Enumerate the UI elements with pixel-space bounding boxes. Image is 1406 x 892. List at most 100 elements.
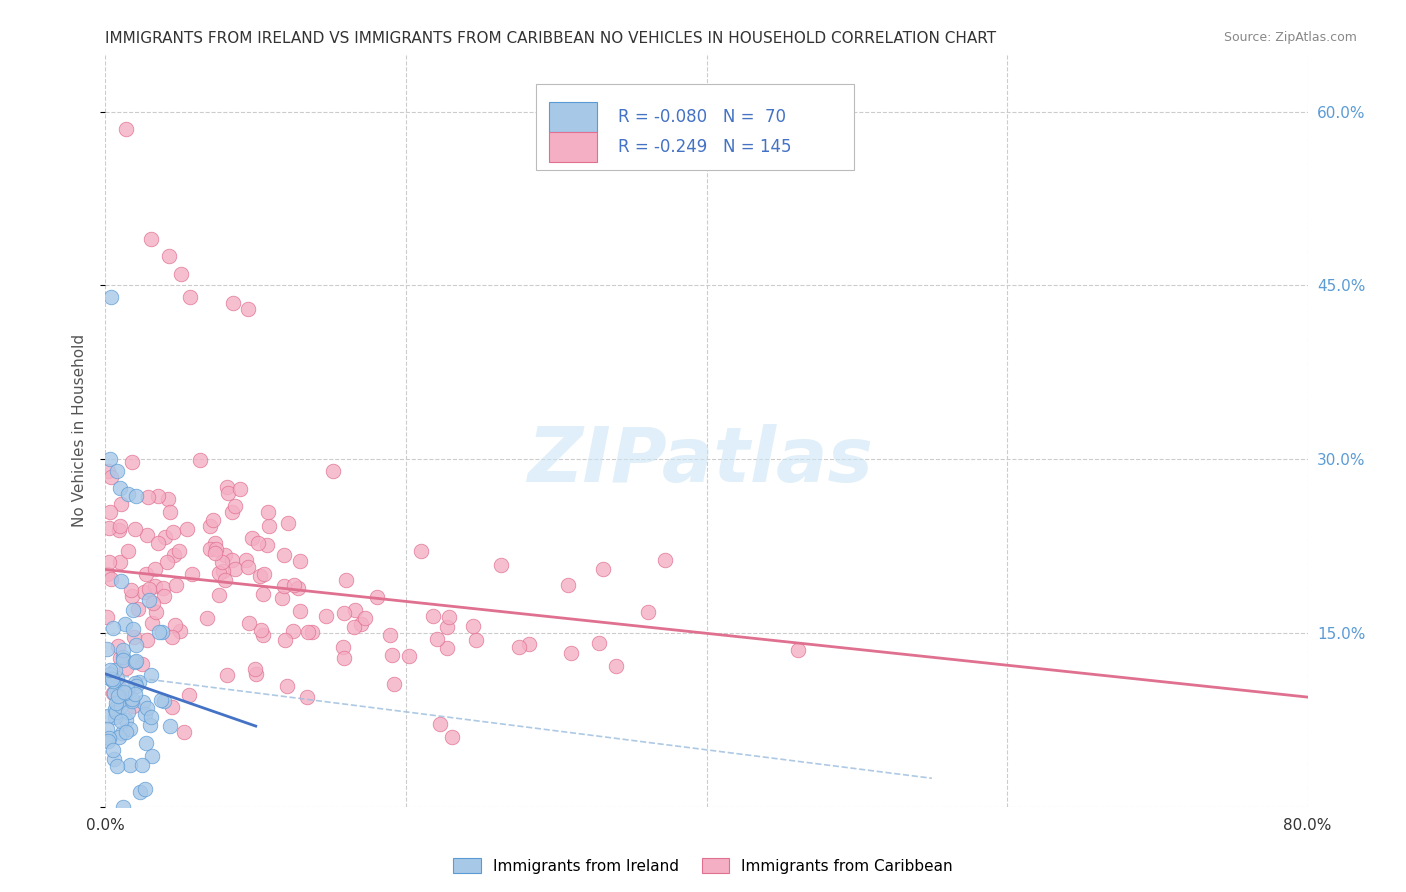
Point	[557, 578, 579, 592]
Point	[141, 615, 163, 630]
Point	[322, 464, 344, 478]
Point	[179, 290, 201, 304]
Point	[115, 725, 138, 739]
Point	[129, 784, 152, 798]
Point	[139, 709, 162, 723]
Point	[654, 553, 676, 567]
Point	[215, 667, 238, 681]
Point	[138, 592, 160, 607]
Point	[142, 596, 165, 610]
Point	[98, 520, 121, 534]
Point	[121, 694, 143, 708]
Point	[179, 688, 201, 702]
Point	[146, 535, 169, 549]
Point	[98, 505, 121, 519]
Point	[96, 722, 118, 736]
Point	[110, 714, 132, 728]
Point	[208, 588, 231, 602]
Point	[141, 667, 163, 681]
Point	[136, 490, 159, 504]
Text: R = -0.080   N =  70: R = -0.080 N = 70	[617, 108, 786, 126]
Point	[115, 661, 138, 675]
Point	[134, 707, 156, 722]
Point	[107, 682, 129, 697]
Point	[103, 743, 125, 757]
Point	[96, 709, 118, 723]
Point	[104, 702, 127, 716]
Point	[114, 686, 136, 700]
Point	[132, 585, 155, 599]
Point	[238, 301, 260, 316]
Point	[105, 759, 128, 773]
Point	[125, 638, 148, 652]
Point	[124, 676, 146, 690]
Point	[276, 679, 298, 693]
Point	[97, 671, 120, 685]
Point	[98, 452, 121, 467]
Point	[139, 718, 162, 732]
Point	[104, 705, 127, 719]
Point	[238, 615, 260, 630]
Point	[273, 579, 295, 593]
Point	[398, 648, 420, 663]
Point	[101, 621, 124, 635]
Point	[173, 725, 195, 739]
Point	[281, 624, 304, 638]
Point	[122, 630, 145, 644]
Point	[110, 574, 132, 588]
Point	[135, 736, 157, 750]
Point	[283, 578, 305, 592]
Point	[107, 698, 129, 712]
Point	[148, 624, 170, 639]
Point	[256, 538, 278, 552]
Point	[141, 749, 163, 764]
Point	[121, 603, 143, 617]
Point	[366, 590, 388, 604]
Point	[222, 296, 245, 310]
Point	[96, 642, 118, 657]
Point	[115, 713, 138, 727]
Point	[335, 574, 357, 588]
Point	[271, 591, 294, 605]
Y-axis label: No Vehicles in Household: No Vehicles in Household	[72, 334, 87, 527]
Text: IMMIGRANTS FROM IRELAND VS IMMIGRANTS FROM CARIBBEAN NO VEHICLES IN HOUSEHOLD CO: IMMIGRANTS FROM IRELAND VS IMMIGRANTS FR…	[105, 31, 997, 46]
Point	[409, 543, 432, 558]
Point	[128, 675, 150, 690]
Point	[344, 603, 367, 617]
Point	[111, 643, 134, 657]
Point	[592, 562, 614, 576]
Point	[125, 654, 148, 668]
Point	[588, 636, 610, 650]
Point	[96, 610, 118, 624]
Point	[162, 700, 184, 714]
Point	[111, 650, 134, 665]
Point	[145, 605, 167, 619]
Point	[787, 642, 810, 657]
Point	[217, 485, 239, 500]
Point	[156, 555, 179, 569]
Point	[110, 497, 132, 511]
Text: Source: ZipAtlas.com: Source: ZipAtlas.com	[1223, 31, 1357, 45]
Point	[250, 623, 273, 637]
Point	[204, 546, 226, 560]
Point	[288, 554, 311, 568]
Point	[560, 646, 582, 660]
Point	[124, 687, 146, 701]
Point	[163, 549, 186, 563]
Point	[115, 122, 138, 136]
Point	[98, 555, 121, 569]
Point	[115, 681, 138, 696]
Point	[131, 657, 153, 671]
Legend: Immigrants from Ireland, Immigrants from Caribbean: Immigrants from Ireland, Immigrants from…	[447, 852, 959, 880]
Point	[159, 719, 181, 733]
Point	[118, 723, 141, 737]
Point	[120, 758, 142, 772]
Point	[114, 617, 136, 632]
Point	[111, 653, 134, 667]
Point	[256, 505, 278, 519]
Point	[378, 627, 401, 641]
Point	[381, 648, 404, 662]
Point	[134, 782, 156, 797]
Point	[117, 706, 139, 720]
Point	[169, 267, 191, 281]
